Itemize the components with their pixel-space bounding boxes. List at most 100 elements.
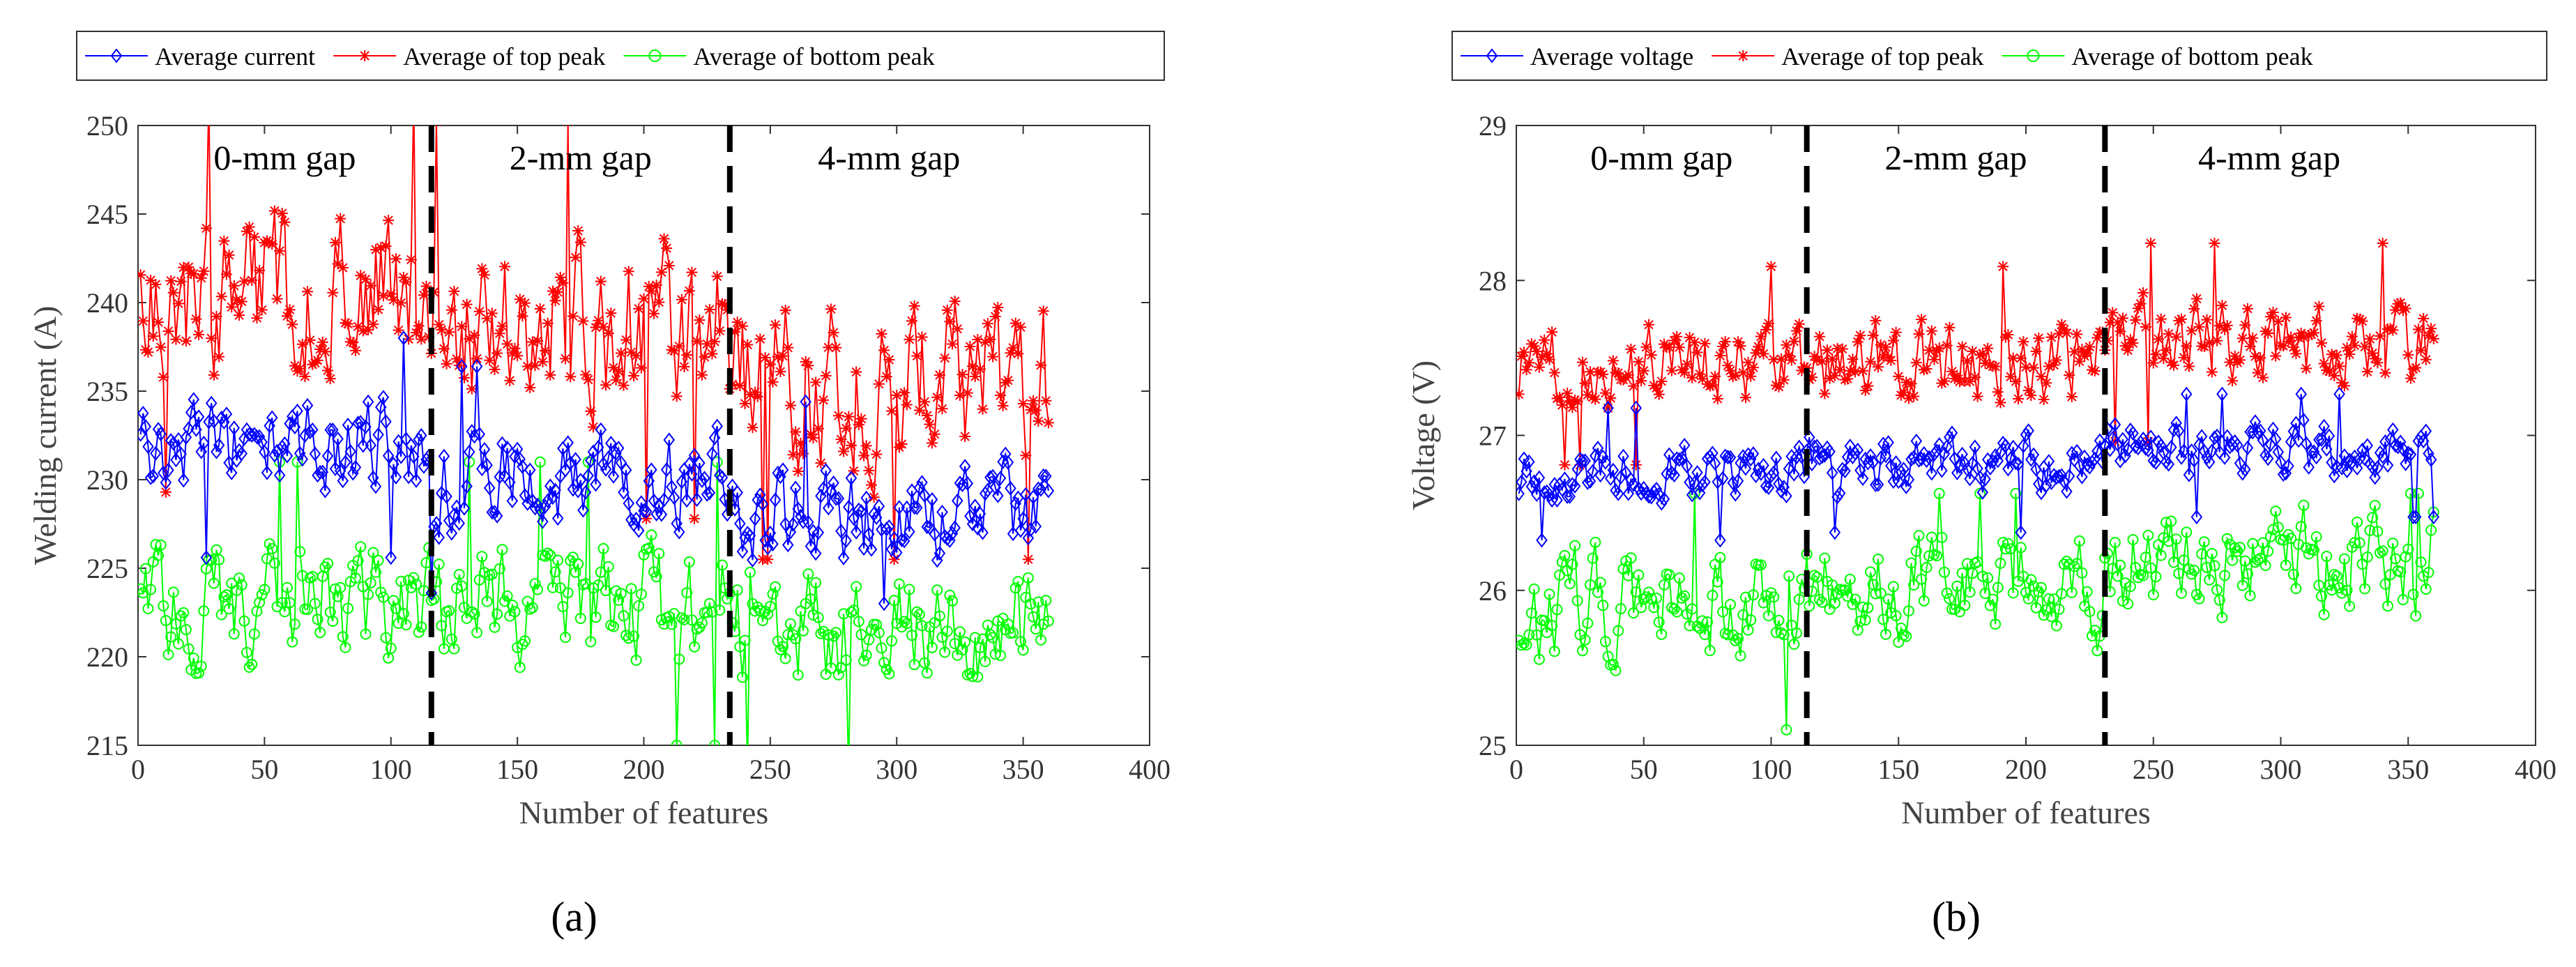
data-point xyxy=(944,316,956,328)
data-point xyxy=(1640,341,1652,353)
data-point xyxy=(2329,370,2340,381)
data-point xyxy=(514,451,526,467)
data-point xyxy=(1770,627,1782,639)
data-point xyxy=(1941,587,1953,599)
data-point xyxy=(1025,522,1037,538)
data-point xyxy=(223,249,235,261)
data-point xyxy=(565,455,577,471)
data-point xyxy=(1755,330,1767,342)
data-point xyxy=(2130,314,2142,326)
data-point xyxy=(2282,335,2294,347)
data-point xyxy=(1867,330,1879,342)
data-point xyxy=(2428,509,2440,525)
data-point xyxy=(840,422,852,434)
data-point xyxy=(1804,429,1815,445)
data-point xyxy=(1982,342,1994,354)
data-point xyxy=(590,477,602,492)
data-point xyxy=(357,325,369,337)
data-point xyxy=(436,485,448,501)
data-point xyxy=(615,455,627,471)
data-point xyxy=(501,338,513,350)
data-point xyxy=(180,429,192,445)
data-point xyxy=(2147,357,2159,369)
data-point xyxy=(1824,372,1836,384)
data-point xyxy=(1783,461,1795,477)
data-point xyxy=(1847,598,1859,610)
data-point xyxy=(1908,579,1920,591)
data-point xyxy=(400,276,412,288)
x-axis-label: Number of features xyxy=(519,795,769,830)
data-point xyxy=(643,280,655,292)
data-point xyxy=(496,436,508,451)
data-point xyxy=(476,551,488,563)
data-point xyxy=(2423,446,2434,462)
data-point xyxy=(552,554,564,566)
data-point xyxy=(1709,370,1721,382)
data-point xyxy=(204,90,215,101)
data-point xyxy=(2140,551,2151,563)
data-point xyxy=(413,320,425,332)
data-point xyxy=(2025,452,2037,467)
data-point xyxy=(1961,355,1973,367)
data-point xyxy=(683,285,695,297)
data-point xyxy=(1762,480,1775,496)
data-point xyxy=(1918,595,1930,607)
data-point xyxy=(2084,606,2096,618)
data-point xyxy=(2361,438,2374,453)
data-point xyxy=(367,319,379,330)
data-point xyxy=(855,413,867,425)
data-point xyxy=(899,387,910,399)
data-point xyxy=(2354,537,2365,549)
data-point xyxy=(2285,533,2297,545)
data-point xyxy=(2255,352,2266,364)
data-point xyxy=(1521,464,1532,479)
data-point xyxy=(1791,325,1803,337)
chart-panel-a: 0 50 100 150 200 250 300 350 4002152202252302352… xyxy=(27,31,1171,940)
data-point xyxy=(2150,349,2162,360)
plot-area xyxy=(137,125,1150,746)
data-point xyxy=(2298,499,2310,511)
data-point xyxy=(597,542,609,554)
data-point xyxy=(2186,325,2197,337)
data-point xyxy=(2145,562,2157,574)
data-point xyxy=(2053,469,2065,484)
series-line xyxy=(139,462,1049,745)
data-point xyxy=(1923,344,1935,356)
data-point xyxy=(1949,451,1960,466)
data-point xyxy=(1903,605,1914,617)
data-point xyxy=(1834,485,1846,501)
data-point xyxy=(2045,331,2057,343)
data-point xyxy=(853,419,864,431)
data-point xyxy=(1679,590,1691,602)
data-point xyxy=(193,328,205,340)
data-point xyxy=(1898,386,1910,398)
data-point xyxy=(843,499,855,515)
data-point xyxy=(1882,435,1894,450)
data-point xyxy=(734,516,746,531)
data-point xyxy=(666,479,678,495)
data-point xyxy=(979,486,991,501)
data-point xyxy=(964,341,976,353)
data-point xyxy=(1559,459,1571,471)
data-point xyxy=(959,431,971,443)
data-point xyxy=(2013,393,2025,404)
data-point xyxy=(792,466,804,478)
data-point xyxy=(2369,500,2381,511)
data-point xyxy=(1022,554,1034,565)
data-point xyxy=(380,632,392,644)
data-point xyxy=(703,303,715,315)
data-point xyxy=(236,296,247,307)
data-point xyxy=(2056,319,2068,330)
data-point xyxy=(1546,326,1558,338)
data-point xyxy=(319,346,331,358)
data-point xyxy=(858,450,870,462)
data-point xyxy=(1707,590,1718,601)
data-point xyxy=(795,509,807,524)
data-point xyxy=(883,519,895,535)
data-point xyxy=(357,438,369,453)
data-point xyxy=(1599,455,1612,470)
data-point xyxy=(2420,353,2432,365)
data-point xyxy=(615,347,627,359)
data-point xyxy=(160,475,172,490)
data-point xyxy=(385,642,397,654)
